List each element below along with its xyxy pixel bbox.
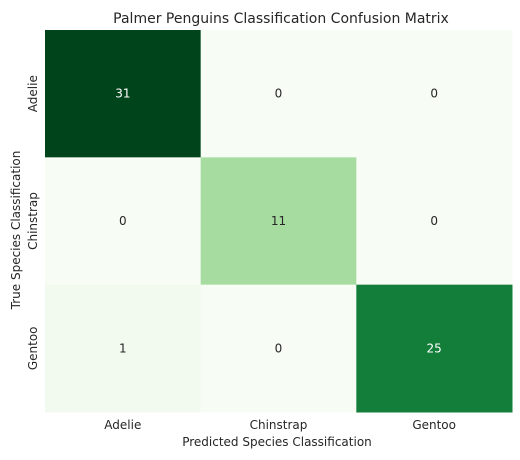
x-tick-label: Chinstrap (250, 418, 308, 432)
x-tick-label: Adelie (104, 418, 141, 432)
heatmap-cells (45, 30, 513, 413)
x-axis-ticks: Adelie Chinstrap Gentoo (104, 418, 456, 432)
y-tick-label: Adelie (26, 75, 40, 112)
heatmap-cell-1-0 (45, 157, 202, 286)
y-tick-label: Chinstrap (26, 192, 40, 250)
heatmap-cell-1-1 (200, 157, 357, 286)
heatmap-cell-2-1 (200, 284, 357, 413)
cell-value-1-2: 0 (430, 214, 438, 228)
cell-value-0-1: 0 (275, 87, 283, 101)
x-axis-label: Predicted Species Classification (182, 435, 372, 449)
heatmap-cell-1-2 (356, 157, 513, 286)
cell-value-0-0: 31 (115, 87, 130, 101)
cell-value-2-2: 25 (427, 341, 442, 355)
y-tick-label: Gentoo (26, 326, 40, 370)
heatmap-cell-0-0 (45, 30, 202, 158)
cell-value-2-1: 0 (275, 341, 283, 355)
heatmap-cell-2-0 (45, 284, 202, 413)
x-tick-label: Gentoo (412, 418, 456, 432)
heatmap-cell-0-2 (356, 30, 513, 158)
y-axis-label: True Species Classification (9, 151, 23, 311)
cell-value-1-1: 11 (271, 214, 286, 228)
heatmap-cell-0-1 (200, 30, 357, 158)
cell-value-0-2: 0 (430, 87, 438, 101)
cell-value-1-0: 0 (119, 214, 127, 228)
y-axis-ticks: Adelie Chinstrap Gentoo (26, 75, 40, 370)
heatmap-cell-labels: 31 0 0 0 11 0 1 0 25 (115, 87, 442, 356)
cell-value-2-0: 1 (119, 341, 127, 355)
heatmap-cell-2-2 (356, 284, 513, 413)
chart-title: Palmer Penguins Classification Confusion… (113, 11, 449, 27)
